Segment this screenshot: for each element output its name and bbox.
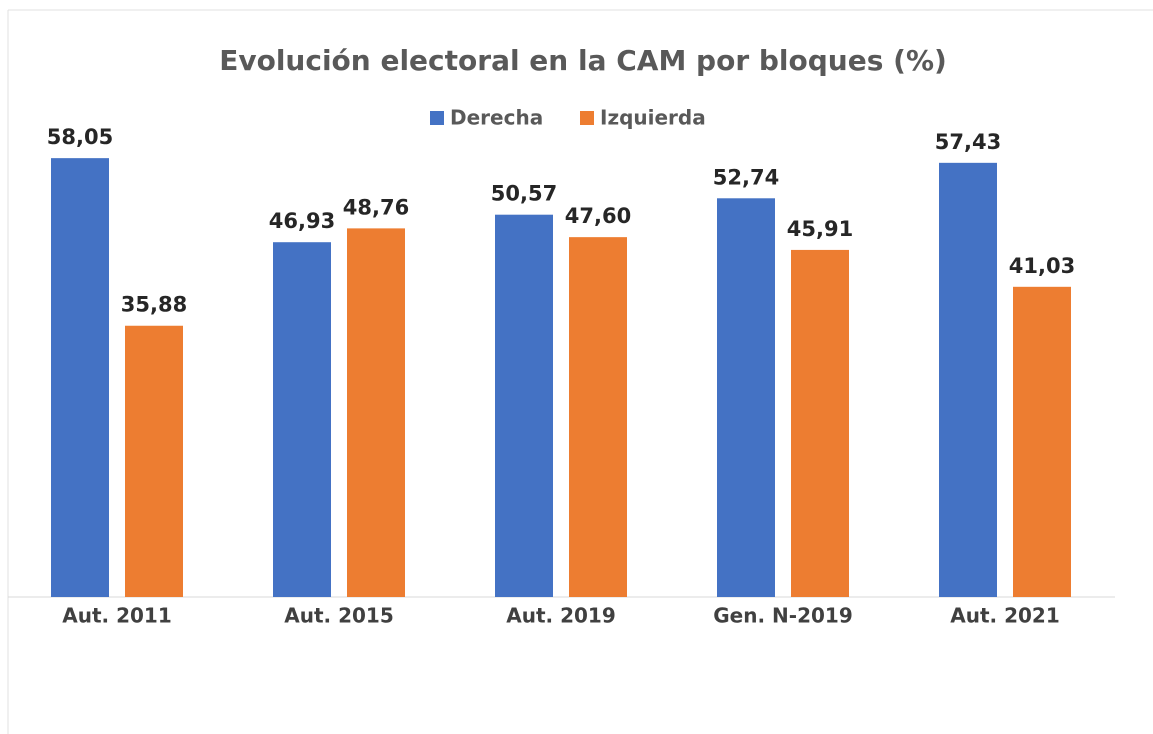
data-label: 41,03: [1009, 254, 1075, 278]
bar: [51, 158, 109, 597]
chart-title: Evolución electoral en la CAM por bloque…: [219, 44, 947, 77]
x-tick-label: Aut. 2019: [506, 604, 616, 628]
bar: [717, 198, 775, 598]
x-tick-label: Gen. N-2019: [713, 604, 852, 628]
legend-label: Izquierda: [600, 106, 706, 130]
bar: [273, 242, 331, 597]
x-tick-label: Aut. 2021: [950, 604, 1060, 628]
bar: [125, 325, 183, 597]
bar: [347, 228, 405, 598]
bar: [1013, 286, 1071, 597]
data-label: 47,60: [565, 204, 631, 228]
x-tick-label: Aut. 2015: [284, 604, 394, 628]
data-label: 58,05: [47, 125, 113, 149]
data-label: 48,76: [343, 195, 409, 219]
bar: [939, 162, 997, 597]
legend-swatch: [430, 111, 444, 125]
data-label: 46,93: [269, 209, 335, 233]
legend-label: Derecha: [450, 106, 543, 130]
legend-swatch: [580, 111, 594, 125]
data-label: 57,43: [935, 130, 1001, 154]
bar: [495, 214, 553, 597]
data-label: 50,57: [491, 182, 557, 206]
bar: [569, 237, 627, 598]
x-tick-label: Aut. 2011: [62, 604, 172, 628]
data-label: 35,88: [121, 293, 187, 317]
data-label: 45,91: [787, 217, 853, 241]
bar: [791, 249, 849, 597]
data-label: 52,74: [713, 165, 779, 189]
